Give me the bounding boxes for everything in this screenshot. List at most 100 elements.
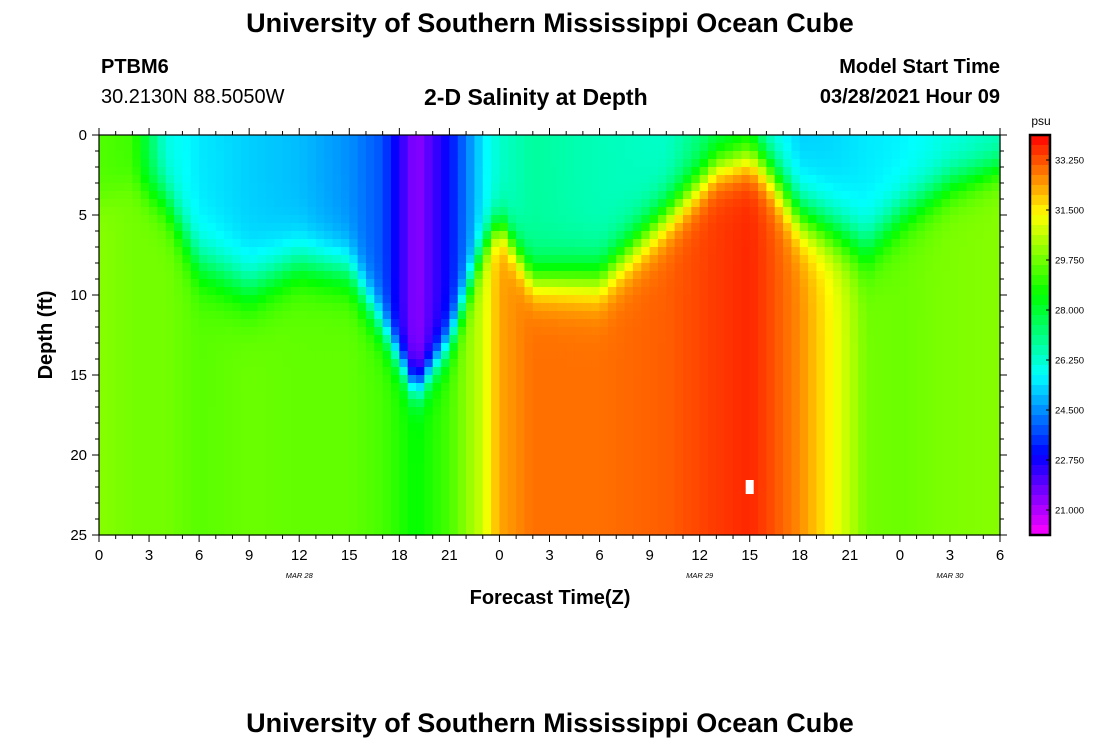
heatmap-cell [616,343,626,352]
heatmap-cell [315,415,325,424]
heatmap-cell [741,295,751,304]
heatmap-cell [591,351,601,360]
heatmap-cell [265,431,275,440]
heatmap-cell [916,351,926,360]
heatmap-cell [240,375,250,384]
heatmap-cell [682,479,692,488]
heatmap-cell [691,239,701,248]
heatmap-cell [416,239,425,248]
heatmap-cell [365,303,375,312]
heatmap-cell [924,439,934,448]
heatmap-cell [808,287,818,296]
heatmap-cell [107,207,117,216]
heatmap-cell [891,319,901,328]
heatmap-cell [691,495,701,504]
heatmap-cell [424,415,434,424]
heatmap-cell [632,223,642,232]
heatmap-cell [699,255,709,264]
heatmap-cell [883,199,893,208]
heatmap-cell [482,327,492,336]
heatmap-cell [874,431,884,440]
heatmap-cell [733,191,742,200]
heatmap-cell [516,175,526,184]
heatmap-cell [541,175,551,184]
heatmap-cell [582,503,592,512]
heatmap-cell [307,399,317,408]
heatmap-cell [816,351,826,360]
heatmap-cell [749,231,759,240]
heatmap-cell [274,471,284,480]
heatmap-cell [107,367,117,376]
heatmap-cell [874,423,884,432]
heatmap-cell [432,183,442,192]
heatmap-cell [399,151,409,160]
heatmap-cell [165,135,175,144]
heatmap-cell [808,223,818,232]
heatmap-cell [324,447,334,456]
heatmap-cell [441,231,450,240]
heatmap-cell [841,191,851,200]
heatmap-cell [399,135,409,144]
heatmap-cell [307,407,317,416]
heatmap-cell [274,519,284,528]
heatmap-cell [240,295,250,304]
heatmap-cell [524,503,534,512]
heatmap-cell [599,383,609,392]
heatmap-cell [290,295,300,304]
heatmap-cell [365,279,375,288]
heatmap-cell [691,199,701,208]
heatmap-cell [783,447,793,456]
heatmap-cell [874,519,884,528]
heatmap-cell [766,279,776,288]
heatmap-cell [766,511,776,520]
heatmap-cell [908,247,918,256]
heatmap-cell [908,223,918,232]
heatmap-cell [866,263,876,272]
heatmap-cell [374,247,384,256]
heatmap-cell [607,503,617,512]
heatmap-cell [499,327,509,336]
heatmap-cell [107,495,117,504]
heatmap-cell [282,431,292,440]
heatmap-cell [190,335,200,344]
heatmap-cell [424,359,434,368]
heatmap-cell [874,487,884,496]
heatmap-cell [849,287,859,296]
heatmap-cell [841,431,851,440]
heatmap-cell [716,239,726,248]
heatmap-cell [674,295,684,304]
heatmap-cell [758,271,767,280]
heatmap-cell [240,415,250,424]
heatmap-cell [274,263,284,272]
heatmap-cell [340,311,350,320]
heatmap-cell [607,271,617,280]
heatmap-cell [299,391,309,400]
heatmap-cell [482,479,492,488]
heatmap-cell [824,247,834,256]
heatmap-cell [899,279,909,288]
heatmap-cell [649,255,659,264]
heatmap-cell [190,271,200,280]
heatmap-cell [582,455,592,464]
heatmap-cell [224,271,234,280]
heatmap-cell [165,511,175,520]
heatmap-cell [649,407,659,416]
heatmap-cell [899,271,909,280]
heatmap-cell [357,175,367,184]
heatmap-cell [532,423,542,432]
heatmap-cell [365,295,375,304]
heatmap-cell [733,135,742,144]
heatmap-cell [374,175,384,184]
heatmap-cell [783,383,793,392]
heatmap-cell [274,271,284,280]
heatmap-cell [649,375,659,384]
heatmap-cell [524,223,534,232]
heatmap-cell [841,367,851,376]
heatmap-cell [691,391,701,400]
heatmap-cell [124,359,133,368]
heatmap-cell [324,343,334,352]
heatmap-cell [716,327,726,336]
heatmap-cell [365,231,375,240]
heatmap-cell [599,311,609,320]
heatmap-cell [290,263,300,272]
